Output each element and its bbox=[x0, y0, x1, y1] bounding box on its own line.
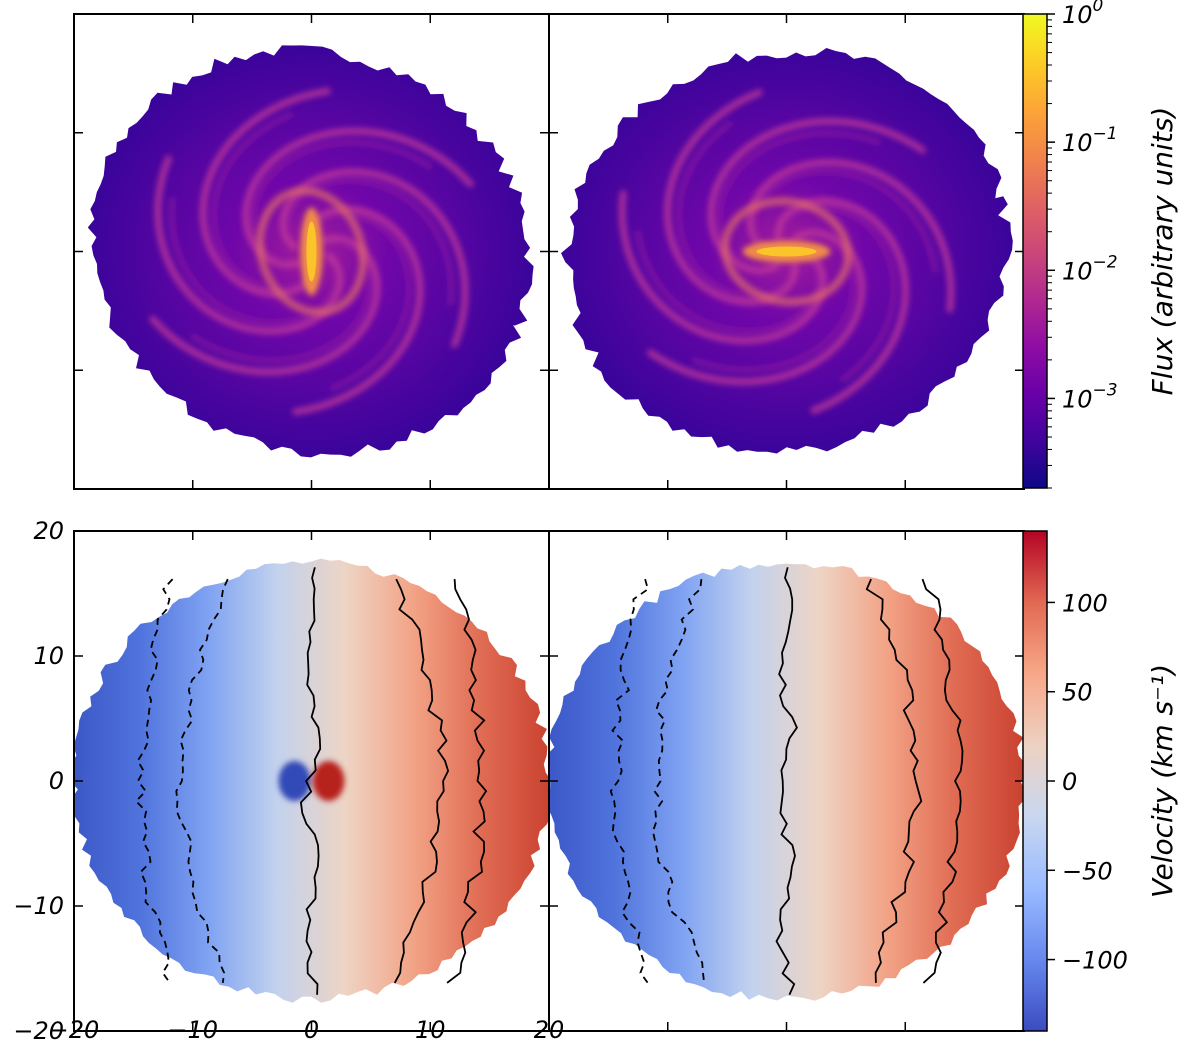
flux-colorbar-tick-exponent: −2 bbox=[1093, 252, 1118, 272]
spiral-arm bbox=[211, 112, 309, 291]
y-tick-label: 20 bbox=[33, 517, 64, 545]
spiral-arm bbox=[691, 233, 857, 373]
panel-velocity-right bbox=[549, 563, 1024, 1001]
spiral-arm bbox=[752, 169, 938, 274]
spiral-arm bbox=[707, 117, 926, 274]
spiral-arm bbox=[279, 168, 469, 348]
flux-colorbar-tick-exponent: −1 bbox=[1093, 124, 1118, 144]
velocity-colorbar-tick-label: 50 bbox=[1062, 679, 1093, 707]
velocity-colorbar-tick-label: −50 bbox=[1062, 857, 1113, 885]
flux-colorbar-tick-label: 10−2 bbox=[1062, 252, 1118, 285]
flux-colorbar-ticks: 10−3 10−2 10−1 100 bbox=[1047, 0, 1118, 489]
spiral-arm bbox=[314, 212, 412, 391]
flux-colorbar-tick-exponent: 0 bbox=[1093, 0, 1104, 16]
inner-ring bbox=[255, 186, 368, 317]
bar-core bbox=[306, 221, 317, 282]
y-tick-label: 0 bbox=[49, 767, 64, 795]
contour-level-neg100 bbox=[609, 578, 649, 984]
flux-colorbar: 10−3 10−2 10−1 100 Flux (arbitrary units) bbox=[1022, 0, 1179, 489]
flux-colorbar-tick-label: 100 bbox=[1062, 0, 1103, 29]
y-tick-label: −20 bbox=[13, 1017, 64, 1042]
panel-flux-right bbox=[561, 48, 1013, 454]
y-tick-label: 10 bbox=[33, 642, 64, 670]
x-tick-label: 20 bbox=[534, 1016, 565, 1042]
contour-level-neg50 bbox=[175, 578, 229, 984]
y-tick-label: −10 bbox=[13, 892, 64, 920]
bar-core bbox=[756, 246, 817, 257]
velocity-colorbar-tick-label: 0 bbox=[1062, 768, 1077, 796]
contour-level-100 bbox=[446, 579, 488, 984]
flux-colorbar-tick-exponent: −3 bbox=[1093, 380, 1118, 400]
panels-layer bbox=[74, 45, 1024, 1003]
spiral-arm bbox=[618, 190, 827, 345]
contour-level-50 bbox=[393, 578, 450, 984]
velocity-contours bbox=[134, 567, 488, 995]
flux-colorbar-tick-label: 10−3 bbox=[1062, 380, 1118, 413]
contour-level-100 bbox=[921, 578, 964, 984]
contour-level-neg50 bbox=[651, 578, 705, 983]
receding-core bbox=[312, 761, 345, 801]
spiral-arms bbox=[618, 89, 955, 414]
flux-colorbar-body bbox=[1022, 13, 1048, 489]
spiral-arm bbox=[647, 229, 866, 386]
spiral-arm bbox=[292, 205, 424, 416]
spiral-arm bbox=[149, 235, 381, 376]
velocity-colorbar: −100 −50 0 50 100 Velocity (km s⁻¹) bbox=[1022, 530, 1179, 1032]
velocity-colorbar-tick-label: 100 bbox=[1062, 589, 1108, 617]
flux-colorbar-label: Flux (arbitrary units) bbox=[1146, 107, 1179, 396]
spiral-arm bbox=[774, 197, 909, 414]
flux-colorbar-tick-label: 10−1 bbox=[1062, 124, 1118, 157]
x-tick-label: 0 bbox=[304, 1016, 319, 1042]
spiral-arm bbox=[285, 177, 454, 306]
spiral-arm bbox=[199, 87, 331, 298]
contour-level-0 bbox=[299, 567, 322, 995]
velocity-colorbar-label: Velocity (km s⁻¹) bbox=[1146, 664, 1179, 898]
x-tick-label: −20 bbox=[49, 1016, 100, 1042]
approaching-core bbox=[278, 761, 311, 801]
spiral-arm bbox=[746, 158, 955, 313]
spiral-arm bbox=[154, 155, 344, 335]
ticks-layer: −20 −10 0 10 20 −20 −10 0 10 20 bbox=[13, 14, 1024, 1042]
x-tick-label: 10 bbox=[415, 1016, 446, 1042]
x-tick-label: −10 bbox=[167, 1016, 218, 1042]
spiral-arm bbox=[664, 89, 799, 306]
contour-level-0 bbox=[775, 567, 798, 996]
spiral-arm bbox=[635, 229, 821, 334]
velocity-contours bbox=[609, 567, 964, 996]
spiral-arm bbox=[242, 127, 474, 268]
inner-ring bbox=[720, 197, 853, 306]
contour-level-50 bbox=[865, 578, 923, 983]
velocity-colorbar-ticks: −100 −50 0 50 100 bbox=[1047, 589, 1128, 975]
spiral-arm bbox=[716, 130, 882, 270]
contour-level-neg100 bbox=[134, 578, 174, 984]
spiral-arm bbox=[169, 197, 338, 326]
velocity-colorbar-body bbox=[1022, 530, 1048, 1032]
panel-velocity-left bbox=[74, 558, 549, 1003]
velocity-colorbar-tick-label: −100 bbox=[1062, 947, 1128, 975]
panel-flux-left bbox=[87, 45, 534, 458]
velocity-disk bbox=[74, 558, 549, 1003]
